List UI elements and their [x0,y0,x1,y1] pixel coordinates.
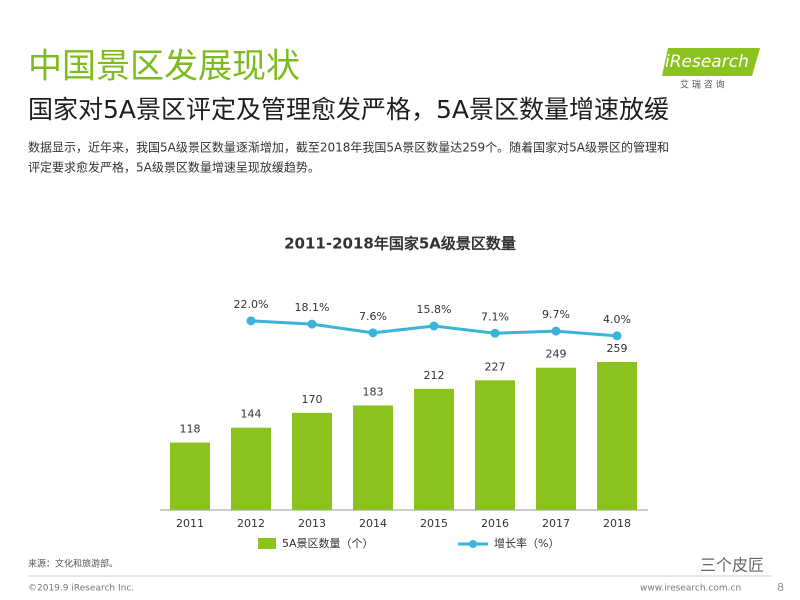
data-label: 183 [363,385,384,398]
legend-swatch [258,538,276,549]
watermark: 三个皮匠 [700,556,764,575]
x-tick-label: 2012 [237,517,265,530]
data-label: 170 [302,393,323,406]
bar [292,412,332,510]
logo-bg [662,48,760,76]
chart-title: 2011-2018年国家5A级景区数量 [284,235,516,253]
bar [231,427,271,510]
data-label: 9.7% [542,308,570,321]
body-text: 数据显示，近年来，我国5A级景区数量逐渐增加，截至2018年我国5A景区数量达2… [28,140,669,155]
line-point [490,328,500,338]
line-point [307,319,317,329]
data-label: 227 [485,360,506,373]
data-label: 212 [424,369,445,382]
x-tick-label: 2016 [481,517,509,530]
data-label: 7.1% [481,310,509,323]
x-tick-label: 2014 [359,517,387,530]
logo-sub: 艾 瑞 咨 询 [680,79,725,91]
line-point [368,328,378,338]
line-point [612,331,622,341]
line-point [246,316,256,326]
legend-label: 增长率（%） [494,536,559,550]
bar [536,367,576,510]
x-tick-label: 2017 [542,517,570,530]
url: www.iresearch.com.cn [640,584,741,594]
x-tick-label: 2015 [420,517,448,530]
data-label: 22.0% [234,298,269,311]
x-tick-label: 2013 [298,517,326,530]
bar [170,442,210,510]
legend-label: 5A景区数量（个） [282,537,374,550]
x-tick-label: 2018 [603,517,631,530]
bar [353,405,393,510]
data-label: 4.0% [603,313,631,326]
data-label: 18.1% [295,301,330,314]
source: 来源：文化和旅游部。 [28,558,118,570]
bar [414,388,454,510]
data-label: 118 [180,423,201,436]
bar [597,362,637,510]
data-label: 259 [607,342,628,355]
copyright: ©2019.9 iResearch Inc. [28,584,134,594]
slide-subtitle: 国家对5A景区评定及管理愈发严格，5A景区数量增速放缓 [28,95,669,124]
data-label: 249 [546,348,567,361]
data-label: 15.8% [417,303,452,316]
line-point [429,321,439,331]
legend-swatch [469,540,477,548]
logo: iResearch [665,52,749,72]
bar [475,380,515,510]
page-number: 8 [777,581,784,594]
body-text: 评定要求愈发严格，5A级景区数量增速呈现放缓趋势。 [28,160,320,175]
data-label: 7.6% [359,310,387,323]
slide-title: 中国景区发展现状 [28,47,300,87]
line-point [551,326,561,336]
x-tick-label: 2011 [176,517,204,530]
data-label: 144 [241,408,262,421]
